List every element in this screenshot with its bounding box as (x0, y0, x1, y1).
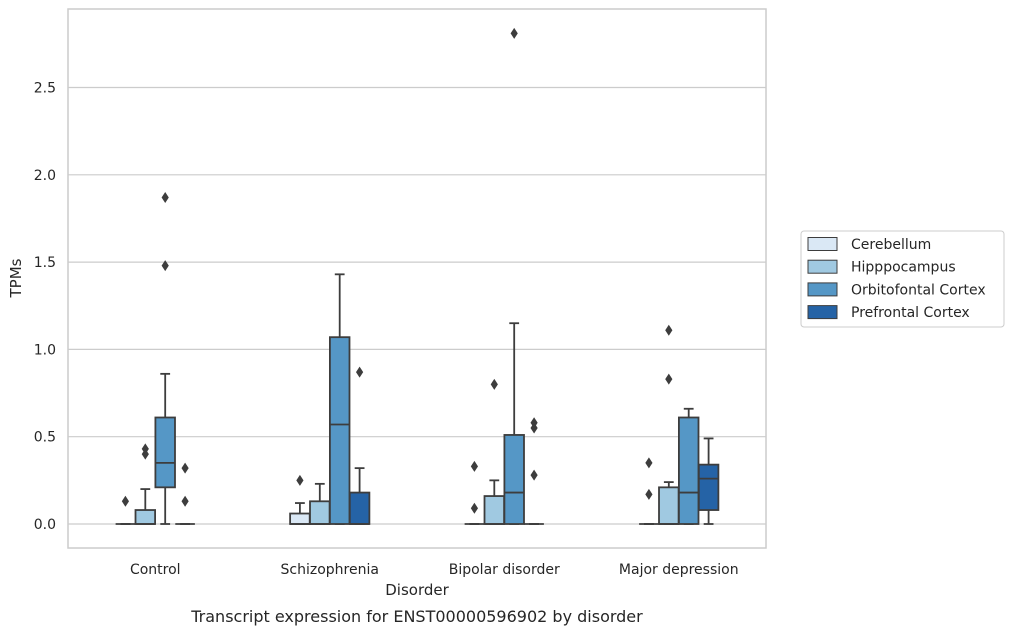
legend-swatch-0 (807, 237, 838, 251)
box-3-3 (697, 437, 720, 525)
box-1-3 (348, 366, 371, 525)
x-tick-label: Major depression (619, 562, 739, 578)
outlier-point (645, 457, 653, 469)
outlier-point (470, 502, 479, 514)
box-body (348, 491, 371, 525)
outlier-point (161, 191, 169, 203)
outlier-point (510, 27, 518, 39)
y-axis-label: TPMs (7, 258, 25, 298)
box-body (154, 416, 176, 489)
box-0-3 (175, 462, 195, 525)
box-2-3 (524, 417, 544, 525)
box-body (658, 486, 680, 525)
box-body (503, 434, 525, 525)
y-tick-label: 0.5 (34, 430, 56, 446)
box-body (483, 495, 506, 525)
y-tick-label: 2.5 (34, 81, 56, 97)
legend-label-0: Cerebellum (851, 237, 931, 253)
outlier-point (181, 495, 189, 507)
x-axis-label: Disorder (385, 581, 449, 599)
box-body (697, 463, 720, 511)
box-0-0 (115, 495, 136, 525)
box-body (309, 500, 331, 525)
y-tick-label: 1.0 (34, 342, 56, 358)
outlier-point (645, 488, 653, 500)
box-body (677, 416, 700, 525)
box-0-1 (134, 443, 157, 525)
box-groups (115, 27, 720, 525)
y-tick-label: 0.0 (34, 517, 56, 533)
chart-caption: Transcript expression for ENST0000059690… (190, 607, 643, 626)
x-tick-labels: Control Schizophrenia Bipolar disorder Majo… (130, 562, 739, 578)
legend-swatch-2 (807, 282, 838, 297)
box-3-0 (639, 457, 659, 525)
outlier-point (470, 460, 479, 472)
legend: Cerebellum Hipppocampus Orbitofontal Corte… (800, 230, 1005, 328)
outlier-point (161, 260, 169, 272)
box-body (289, 512, 311, 525)
box-1-0 (289, 474, 311, 525)
outlier-point (490, 378, 498, 390)
outlier-point (141, 443, 149, 455)
y-tick-label: 2.0 (34, 168, 56, 184)
outlier-point (530, 469, 538, 481)
outlier-point (296, 474, 304, 486)
box-3-2 (677, 407, 700, 525)
outlier-point (121, 495, 130, 507)
box-2-2 (503, 27, 525, 525)
box-body (328, 336, 351, 525)
x-tick-label: Control (130, 562, 181, 578)
x-tick-label: Bipolar disorder (449, 562, 560, 578)
plot-frame (67, 8, 767, 549)
legend-label-1: Hipppocampus (851, 260, 956, 276)
box-3-1 (658, 324, 680, 525)
y-tick-labels: 0.0 0.5 1.0 1.5 2.0 2.5 (34, 81, 56, 534)
box-1-1 (309, 482, 331, 525)
outlier-point (665, 324, 673, 336)
x-tick-label: Schizophrenia (281, 562, 379, 578)
outlier-point (665, 373, 673, 385)
legend-frame (800, 230, 1005, 328)
outlier-point (355, 366, 364, 378)
box-2-0 (464, 460, 485, 525)
outlier-point (181, 462, 189, 474)
box-body (134, 509, 157, 525)
box-2-1 (483, 378, 506, 525)
legend-swatch-1 (807, 259, 838, 274)
outlier-point (530, 417, 538, 429)
box-0-2 (154, 191, 176, 525)
y-tick-label: 1.5 (34, 255, 56, 271)
legend-label-3: Prefrontal Cortex (851, 305, 970, 321)
legend-swatch-3 (807, 305, 838, 320)
box-1-2 (328, 273, 351, 525)
legend-label-2: Orbitofontal Cortex (851, 282, 986, 298)
